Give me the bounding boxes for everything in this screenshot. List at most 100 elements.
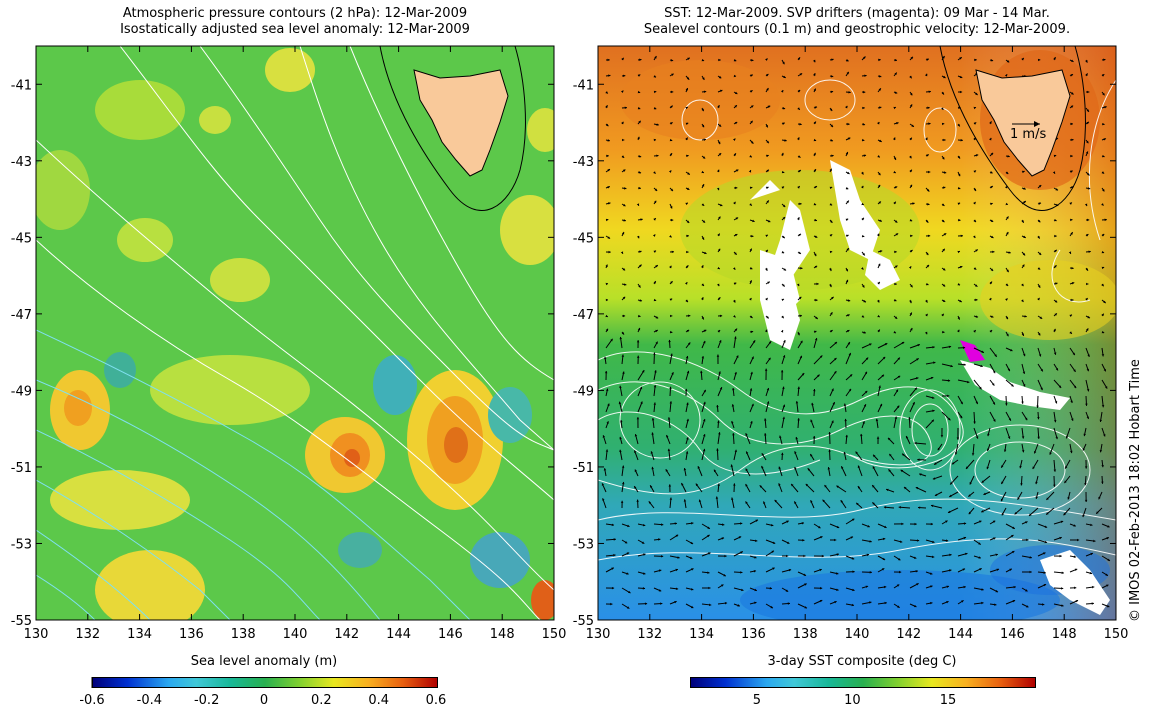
velocity-arrowhead bbox=[795, 401, 799, 404]
velocity-arrowhead bbox=[686, 250, 689, 254]
velocity-arrowhead bbox=[1070, 154, 1073, 158]
velocity-arrowhead bbox=[794, 466, 797, 470]
velocity-arrowhead bbox=[1085, 73, 1088, 76]
velocity-arrowhead bbox=[703, 340, 706, 344]
velocity-arrowhead bbox=[814, 235, 818, 238]
velocity-arrowhead bbox=[1012, 526, 1015, 529]
velocity-arrowhead bbox=[830, 139, 833, 142]
velocity-arrowhead bbox=[893, 157, 897, 160]
velocity-arrowhead bbox=[1055, 282, 1058, 285]
velocity-arrowhead bbox=[941, 203, 945, 206]
velocity-arrowhead bbox=[658, 569, 662, 572]
velocity-arrowhead bbox=[685, 106, 688, 110]
velocity-arrowhead bbox=[767, 105, 771, 108]
velocity-arrowhead bbox=[686, 437, 689, 440]
velocity-arrowhead bbox=[690, 605, 694, 609]
velocity-arrowhead bbox=[718, 124, 722, 127]
velocity-arrowhead bbox=[845, 152, 849, 155]
velocity-arrowhead bbox=[1086, 388, 1090, 392]
velocity-arrowhead bbox=[603, 356, 607, 360]
velocity-arrowhead bbox=[832, 402, 835, 405]
velocity-arrowhead bbox=[1021, 220, 1024, 223]
velocity-arrowhead bbox=[605, 218, 609, 222]
velocity-arrowhead bbox=[798, 251, 801, 254]
velocity-arrowhead bbox=[818, 525, 821, 529]
velocity-arrowhead bbox=[799, 122, 802, 126]
velocity-arrowhead bbox=[685, 451, 689, 454]
velocity-arrowhead bbox=[622, 296, 626, 300]
colorbar-tick-label: 10 bbox=[844, 693, 861, 708]
velocity-arrowhead bbox=[1042, 603, 1045, 606]
velocity-arrowhead bbox=[836, 525, 840, 529]
velocity-arrowhead bbox=[1025, 605, 1029, 608]
velocity-arrowhead bbox=[877, 233, 880, 237]
velocity-arrowhead bbox=[797, 332, 800, 336]
velocity-arrowhead bbox=[961, 600, 964, 603]
velocity-arrowhead bbox=[829, 168, 832, 172]
velocity-arrowhead bbox=[973, 235, 976, 238]
velocity-arrowhead bbox=[933, 361, 936, 364]
velocity-arrowhead bbox=[1085, 234, 1089, 237]
velocity-arrowhead bbox=[695, 483, 699, 487]
velocity-arrowhead bbox=[1054, 234, 1057, 238]
velocity-arrowhead bbox=[619, 449, 622, 453]
velocity-arrowhead bbox=[1075, 600, 1079, 603]
x-tick-label: 130 bbox=[586, 627, 611, 642]
velocity-arrowhead bbox=[993, 419, 996, 422]
velocity-arrowhead bbox=[924, 331, 928, 335]
velocity-arrowhead bbox=[697, 466, 701, 469]
velocity-arrowhead bbox=[1029, 570, 1032, 574]
velocity-arrowhead bbox=[607, 186, 610, 189]
velocity-arrowhead bbox=[1039, 316, 1043, 319]
velocity-arrowhead bbox=[959, 265, 963, 269]
velocity-arrowhead bbox=[761, 453, 765, 456]
velocity-arrowhead bbox=[607, 139, 610, 142]
velocity-arrowhead bbox=[975, 154, 979, 157]
velocity-arrowhead bbox=[990, 152, 994, 156]
velocity-arrowhead bbox=[766, 154, 769, 158]
velocity-arrowhead bbox=[624, 187, 627, 190]
velocity-arrowhead bbox=[940, 435, 944, 438]
velocity-arrowhead bbox=[783, 268, 787, 271]
velocity-arrowhead bbox=[1093, 539, 1096, 543]
velocity-arrowhead bbox=[1044, 525, 1048, 528]
velocity-arrowhead bbox=[1071, 59, 1074, 62]
velocity-arrowhead bbox=[604, 371, 608, 374]
velocity-arrowhead bbox=[724, 601, 728, 605]
velocity-arrowhead bbox=[675, 587, 679, 591]
velocity-arrowhead bbox=[766, 169, 769, 173]
velocity-arrowhead bbox=[653, 90, 657, 94]
velocity-arrowhead bbox=[863, 90, 866, 94]
velocity-arrowhead bbox=[1054, 265, 1057, 268]
velocity-arrowhead bbox=[843, 403, 847, 406]
velocity-arrowhead bbox=[815, 298, 818, 302]
velocity-arrowhead bbox=[1087, 187, 1091, 190]
velocity-arrowhead bbox=[774, 499, 778, 503]
velocity-arrowhead bbox=[963, 522, 967, 525]
velocity-arrowhead bbox=[620, 251, 624, 254]
scale-arrow-label: 1 m/s bbox=[1010, 127, 1046, 142]
velocity-arrowhead bbox=[863, 331, 866, 334]
velocity-arrowhead bbox=[1086, 328, 1089, 331]
velocity-arrowhead bbox=[779, 435, 782, 439]
velocity-arrowhead bbox=[934, 493, 938, 496]
velocity-arrowhead bbox=[989, 298, 992, 301]
velocity-arrowhead bbox=[927, 202, 930, 206]
velocity-arrowhead bbox=[749, 267, 753, 270]
velocity-arrowhead bbox=[969, 482, 972, 485]
velocity-arrowhead bbox=[689, 556, 693, 559]
velocity-arrowhead bbox=[621, 231, 625, 235]
velocity-arrowhead bbox=[911, 124, 914, 127]
velocity-arrowhead bbox=[1101, 283, 1104, 287]
velocity-arrowhead bbox=[624, 283, 627, 286]
velocity-arrowhead bbox=[765, 58, 768, 61]
velocity-arrowhead bbox=[846, 248, 849, 251]
velocity-arrowhead bbox=[893, 137, 896, 140]
velocity-arrowhead bbox=[941, 107, 944, 110]
velocity-arrowhead bbox=[828, 449, 831, 452]
velocity-arrowhead bbox=[1020, 483, 1023, 486]
velocity-arrowhead bbox=[927, 234, 931, 238]
velocity-arrowhead bbox=[830, 220, 833, 223]
velocity-arrowhead bbox=[889, 453, 892, 457]
sla-colorbar-title: Sea level anomaly (m) bbox=[190, 654, 338, 669]
